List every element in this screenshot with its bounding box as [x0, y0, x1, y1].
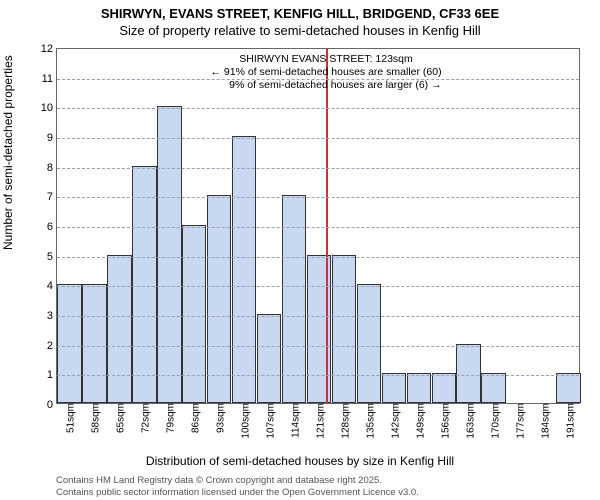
y-tick-label: 6 — [47, 221, 57, 233]
y-tick-label: 0 — [47, 399, 57, 411]
chart-subtitle: Size of property relative to semi-detach… — [0, 23, 600, 40]
x-tick-label: 149sqm — [411, 403, 426, 439]
x-tick-label: 107sqm — [262, 403, 277, 439]
x-tick-label: 93sqm — [212, 403, 227, 433]
x-tick-label: 86sqm — [187, 403, 202, 433]
x-tick-label: 177sqm — [511, 403, 526, 439]
y-axis-label: Number of semi-detached properties — [1, 55, 15, 250]
x-tick-label: 100sqm — [237, 403, 252, 439]
x-tick-label: 51sqm — [62, 403, 77, 433]
chart-title: SHIRWYN, EVANS STREET, KENFIG HILL, BRID… — [0, 0, 600, 23]
chart-footer: Contains HM Land Registry data © Crown c… — [56, 475, 419, 498]
annotation-top: SHIRWYN EVANS STREET: 123sqm — [239, 53, 413, 66]
y-tick-label: 1 — [47, 369, 57, 381]
x-tick-label: 79sqm — [162, 403, 177, 433]
gridline — [57, 168, 579, 169]
footer-line-2: Contains public sector information licen… — [56, 487, 419, 498]
histogram-bar — [82, 284, 106, 403]
y-tick-label: 7 — [47, 191, 57, 203]
annotation-right: 9% of semi-detached houses are larger (6… — [229, 79, 441, 92]
reference-marker-line — [326, 49, 328, 403]
histogram-bar — [382, 373, 406, 403]
property-size-chart: SHIRWYN, EVANS STREET, KENFIG HILL, BRID… — [0, 0, 600, 500]
y-tick-label: 3 — [47, 310, 57, 322]
gridline — [57, 197, 579, 198]
gridline — [57, 346, 579, 347]
gridline — [57, 227, 579, 228]
x-tick-label: 65sqm — [112, 403, 127, 433]
x-tick-label: 170sqm — [486, 403, 501, 439]
x-tick-label: 72sqm — [137, 403, 152, 433]
y-tick-label: 2 — [47, 340, 57, 352]
y-tick-label: 10 — [41, 102, 57, 114]
gridline — [57, 108, 579, 109]
gridline — [57, 79, 579, 80]
histogram-bar — [257, 314, 281, 403]
x-tick-label: 191sqm — [561, 403, 576, 439]
x-tick-label: 135sqm — [361, 403, 376, 439]
bars-container — [57, 49, 579, 403]
histogram-bar — [132, 166, 156, 403]
x-tick-label: 156sqm — [436, 403, 451, 439]
y-tick-label: 4 — [47, 280, 57, 292]
histogram-bar — [481, 373, 505, 403]
x-tick-label: 128sqm — [336, 403, 351, 439]
histogram-bar — [107, 255, 131, 403]
x-axis-label: Distribution of semi-detached houses by … — [0, 454, 600, 468]
annotation-left: ← 91% of semi-detached houses are smalle… — [210, 66, 441, 79]
x-tick-label: 163sqm — [461, 403, 476, 439]
x-tick-label: 121sqm — [312, 403, 327, 439]
reference-annotation: SHIRWYN EVANS STREET: 123sqm ← 91% of se… — [210, 53, 441, 92]
x-tick-label: 58sqm — [87, 403, 102, 433]
histogram-bar — [232, 136, 256, 403]
gridline — [57, 375, 579, 376]
gridline — [57, 286, 579, 287]
y-tick-label: 8 — [47, 162, 57, 174]
x-tick-label: 114sqm — [287, 403, 302, 438]
histogram-bar — [332, 255, 356, 403]
plot-area: SHIRWYN EVANS STREET: 123sqm ← 91% of se… — [56, 48, 580, 404]
x-tick-label: 184sqm — [536, 403, 551, 439]
y-tick-label: 9 — [47, 132, 57, 144]
x-tick-label: 142sqm — [386, 403, 401, 439]
histogram-bar — [407, 373, 431, 403]
y-tick-label: 11 — [42, 73, 57, 85]
y-tick-label: 12 — [41, 43, 57, 55]
y-tick-label: 5 — [47, 251, 57, 263]
gridline — [57, 316, 579, 317]
gridline — [57, 257, 579, 258]
histogram-bar — [57, 284, 81, 403]
histogram-bar — [157, 106, 181, 403]
histogram-bar — [357, 284, 381, 403]
footer-line-1: Contains HM Land Registry data © Crown c… — [56, 475, 419, 486]
histogram-bar — [432, 373, 456, 403]
gridline — [57, 138, 579, 139]
histogram-bar — [556, 373, 580, 403]
histogram-bar — [456, 344, 480, 403]
